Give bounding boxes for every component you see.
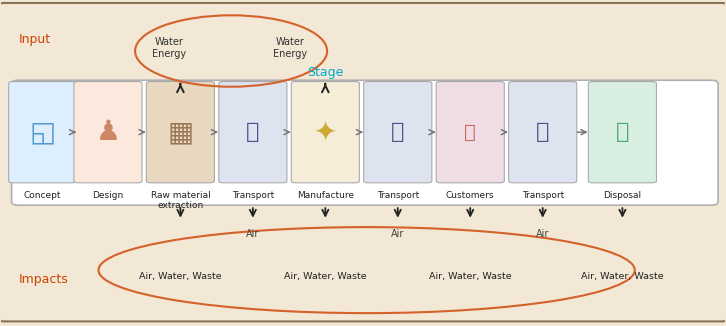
Text: Stage: Stage (307, 66, 343, 79)
Text: 👥: 👥 (465, 123, 476, 142)
Text: ✦: ✦ (314, 118, 337, 146)
Text: Design: Design (92, 191, 123, 200)
FancyBboxPatch shape (74, 82, 142, 183)
Text: Disposal: Disposal (603, 191, 642, 200)
FancyBboxPatch shape (0, 3, 726, 321)
Text: Air: Air (391, 230, 404, 239)
Text: Air, Water, Waste: Air, Water, Waste (284, 272, 367, 281)
Text: 🚛: 🚛 (391, 122, 404, 142)
Text: Customers: Customers (446, 191, 494, 200)
FancyBboxPatch shape (364, 82, 432, 183)
Text: ◱: ◱ (30, 118, 56, 146)
Text: Water
Energy: Water Energy (274, 37, 308, 59)
Text: ▦: ▦ (167, 118, 194, 146)
Text: Air, Water, Waste: Air, Water, Waste (139, 272, 221, 281)
Text: Raw material
extraction: Raw material extraction (150, 191, 211, 210)
Text: Input: Input (19, 33, 51, 46)
Text: 🌊: 🌊 (616, 122, 629, 142)
FancyBboxPatch shape (291, 82, 359, 183)
Text: Transport: Transport (521, 191, 564, 200)
FancyBboxPatch shape (12, 80, 718, 205)
Text: Air, Water, Waste: Air, Water, Waste (581, 272, 664, 281)
FancyBboxPatch shape (147, 82, 214, 183)
FancyBboxPatch shape (509, 82, 576, 183)
Text: Air: Air (246, 230, 260, 239)
Text: 🚛: 🚛 (246, 122, 260, 142)
Text: Air, Water, Waste: Air, Water, Waste (429, 272, 512, 281)
FancyBboxPatch shape (588, 82, 656, 183)
Text: Impacts: Impacts (19, 274, 68, 286)
Text: Manufacture: Manufacture (297, 191, 354, 200)
Text: Water
Energy: Water Energy (152, 37, 187, 59)
Text: ♟: ♟ (96, 118, 121, 146)
FancyBboxPatch shape (436, 82, 505, 183)
FancyBboxPatch shape (219, 82, 287, 183)
Text: Concept: Concept (24, 191, 62, 200)
Text: 🚛: 🚛 (536, 122, 550, 142)
Text: Transport: Transport (377, 191, 419, 200)
Text: Air: Air (536, 230, 550, 239)
Text: Transport: Transport (232, 191, 274, 200)
FancyBboxPatch shape (9, 82, 77, 183)
